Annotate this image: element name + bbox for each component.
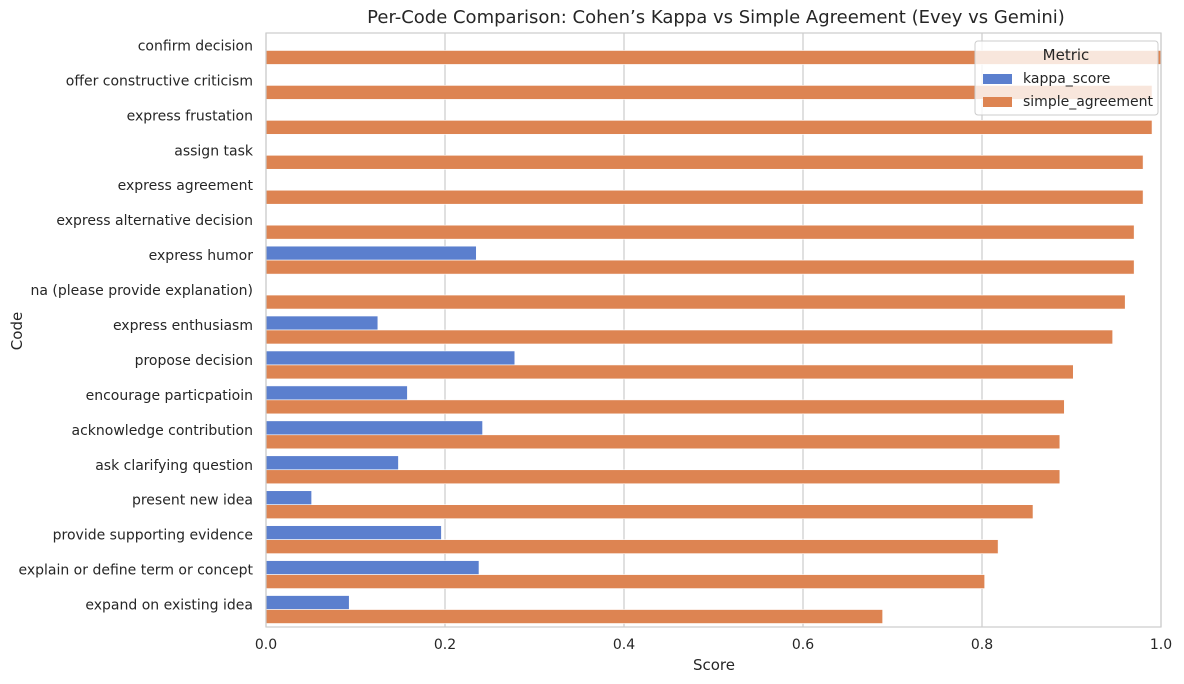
bar-simple-agreement [265, 224, 1135, 240]
y-category-label: assign task [174, 143, 254, 159]
bar-simple-agreement [265, 120, 1153, 135]
x-tick-label: 0.6 [792, 637, 814, 653]
y-category-label: acknowledge contribution [72, 423, 253, 439]
bar-simple-agreement [265, 539, 999, 554]
y-category-label: confirm decision [138, 38, 253, 54]
bar-simple-agreement [265, 504, 1034, 519]
legend-box [974, 40, 1159, 116]
legend: Metric kappa_score simple_agreement [974, 40, 1159, 116]
y-category-label: ask clarifying question [95, 458, 253, 474]
bar-simple-agreement [265, 294, 1126, 310]
y-category-label: explain or define term or concept [18, 563, 253, 579]
x-tick-label: 0.8 [971, 637, 993, 653]
y-category-label: encourage particpatioin [86, 388, 253, 404]
bar-kappa-score [265, 350, 516, 366]
bar-kappa-score [265, 385, 408, 401]
legend-title: Metric [1043, 46, 1090, 64]
chart-title: Per-Code Comparison: Cohen’s Kappa vs Si… [367, 7, 1065, 28]
bar-simple-agreement [265, 189, 1144, 205]
bar-simple-agreement [265, 469, 1061, 485]
plot-frame [265, 32, 1162, 628]
y-category-label: express frustation [127, 108, 253, 124]
y-category-label: propose decision [135, 353, 253, 369]
bar-simple-agreement [265, 259, 1135, 275]
y-category-labels: confirm decision offer constructive criti… [18, 38, 253, 613]
x-tick-label: 1.0 [1150, 637, 1172, 653]
bar-simple-agreement [265, 434, 1061, 450]
bar-kappa-score [265, 490, 312, 506]
bar-simple-agreement [265, 329, 1113, 345]
bar-kappa-score [265, 560, 480, 575]
x-axis-label: Score [693, 656, 735, 674]
y-category-label: present new idea [132, 493, 253, 509]
bar-kappa-score [265, 420, 483, 436]
y-category-label: provide supporting evidence [53, 528, 253, 544]
bar-kappa-score [265, 315, 379, 331]
bar-simple-agreement [265, 609, 883, 624]
y-category-label: express agreement [118, 178, 254, 194]
y-category-label: express enthusiasm [113, 318, 253, 334]
bar-simple-agreement [265, 154, 1144, 170]
x-tick-label: 0.4 [613, 637, 635, 653]
legend-label: simple_agreement [1023, 94, 1153, 110]
legend-items: kappa_score simple_agreement [983, 71, 1153, 110]
bar-simple-agreement [265, 399, 1065, 415]
x-tick-label: 0.2 [434, 637, 456, 653]
y-category-label: na (please provide explanation) [31, 283, 253, 299]
bar-kappa-score [265, 455, 399, 471]
x-tick-labels: 0.0 0.2 0.4 0.6 0.8 1.0 [255, 637, 1172, 653]
y-category-label: express alternative decision [56, 213, 253, 229]
bar-kappa-score [265, 525, 442, 540]
legend-swatch [983, 97, 1012, 107]
x-tick-label: 0.0 [255, 637, 277, 653]
bars [265, 50, 1162, 624]
bar-simple-agreement [265, 574, 985, 589]
y-axis-label: Code [8, 312, 26, 350]
y-category-label: expand on existing idea [85, 598, 253, 614]
bar-kappa-score [265, 245, 477, 261]
bar-simple-agreement [265, 364, 1074, 380]
y-category-label: express humor [149, 248, 254, 264]
legend-label: kappa_score [1023, 71, 1110, 87]
legend-swatch [983, 74, 1012, 84]
y-category-label: offer constructive criticism [66, 73, 253, 89]
bar-kappa-score [265, 595, 350, 610]
